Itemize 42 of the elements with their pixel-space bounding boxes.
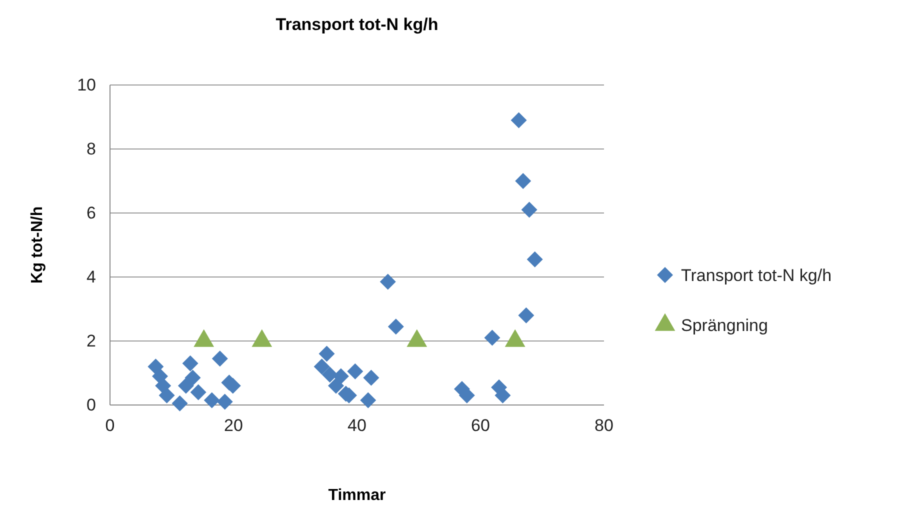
- y-axis-title: Kg tot-N/h: [29, 206, 46, 284]
- point: [526, 251, 543, 268]
- point: [518, 307, 534, 324]
- legend-label: Sprängning: [681, 316, 768, 335]
- x-tick-label: 40: [348, 416, 366, 436]
- point: [314, 358, 330, 375]
- point: [182, 355, 198, 372]
- point: [328, 378, 344, 394]
- chart-title: Transport tot-N kg/h: [276, 15, 438, 34]
- y-tick-label: 0: [86, 395, 96, 414]
- point: [484, 330, 500, 346]
- point: [212, 350, 228, 367]
- x-tick-label: 80: [594, 416, 614, 436]
- x-axis-title: Timmar: [328, 487, 386, 504]
- point: [510, 112, 527, 128]
- point: [148, 358, 164, 375]
- point: [172, 395, 188, 412]
- point: [204, 392, 220, 408]
- point: [515, 173, 532, 189]
- point: [380, 274, 396, 290]
- point: [216, 394, 233, 410]
- point: [178, 378, 194, 394]
- y-tick-label: 2: [86, 331, 96, 350]
- point: [347, 363, 364, 380]
- x-tick-label: 20: [224, 416, 243, 436]
- point: [190, 384, 206, 400]
- point: [184, 370, 201, 386]
- y-tick-label: 8: [86, 139, 96, 158]
- point: [360, 392, 376, 408]
- y-tick-label: 4: [86, 267, 96, 286]
- point: [332, 368, 349, 384]
- point: [318, 346, 335, 362]
- x-tick-label: 0: [105, 416, 115, 436]
- y-tick-label: 6: [86, 203, 96, 222]
- point: [521, 202, 538, 218]
- y-tick-label: 10: [77, 75, 96, 94]
- legend-label: Transport tot-N kg/h: [681, 266, 832, 285]
- point: [363, 370, 380, 386]
- x-tick-label: 60: [471, 416, 490, 436]
- point: [322, 366, 338, 383]
- point: [388, 318, 404, 335]
- point: [158, 387, 175, 404]
